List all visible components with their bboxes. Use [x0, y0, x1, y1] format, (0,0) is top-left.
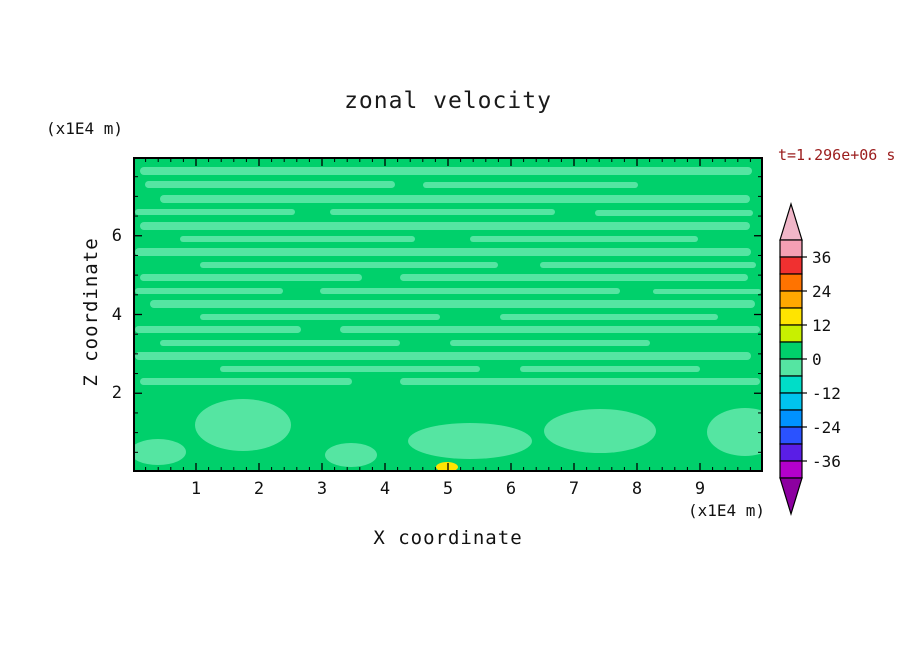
y-tick-label: 4	[111, 304, 122, 325]
colorbar-label: -12	[812, 384, 841, 403]
y-tick-label: 2	[111, 383, 122, 404]
y-axis-unit-label: (x1E4 m)	[46, 119, 124, 138]
x-tick-label: 2	[253, 479, 265, 499]
colorbar-label: 12	[812, 316, 831, 335]
contour-plot	[133, 157, 763, 472]
x-tick-label: 6	[505, 479, 517, 499]
x-tick-label: 7	[568, 479, 580, 499]
timestamp-label: t=1.296e+06 s	[778, 146, 896, 164]
x-tick-label: 3	[316, 479, 328, 499]
plot-title: zonal velocity	[344, 88, 552, 114]
colorbar-label: 0	[812, 350, 822, 369]
colorbar-label: 24	[812, 282, 831, 301]
x-tick-label: 8	[631, 479, 643, 499]
y-tick-label: 6	[111, 225, 122, 246]
colorbar: 36 24 12 0 -12 -24 -36	[779, 202, 841, 517]
colorbar-label: -36	[812, 452, 841, 471]
x-tick-label: 5	[442, 479, 454, 499]
x-tick-label: 1	[190, 479, 202, 499]
x-axis-unit-label: (x1E4 m)	[688, 501, 766, 520]
x-tick-label: 9	[694, 479, 706, 499]
x-axis-label: X coordinate	[373, 527, 523, 549]
colorbar-label: 36	[812, 248, 831, 267]
colorbar-label: -24	[812, 418, 841, 437]
x-tick-label: 4	[379, 479, 391, 499]
plot-area	[133, 157, 763, 472]
